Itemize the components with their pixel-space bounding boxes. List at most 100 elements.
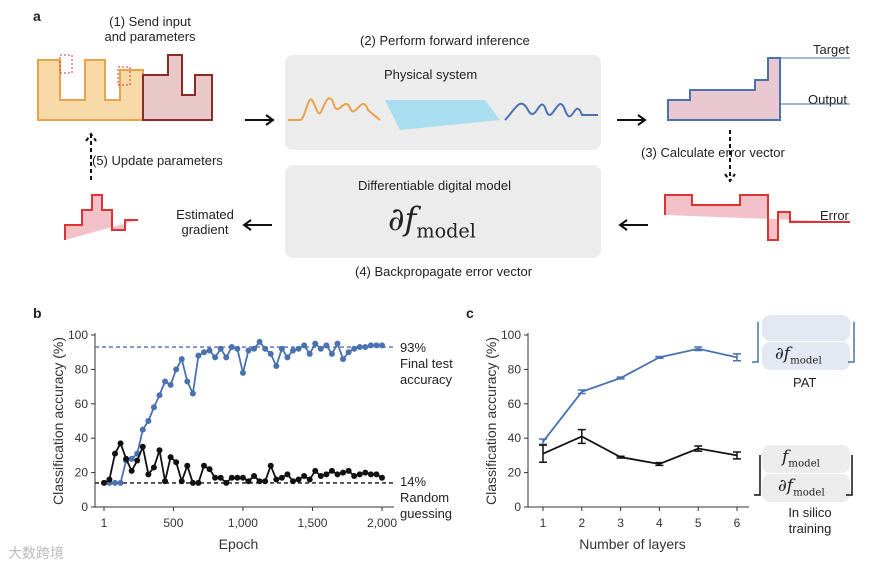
data-point [328,350,335,357]
output-label: Output [808,92,848,107]
data-point [340,356,347,363]
data-point [362,469,369,476]
panel-a-diagram [37,54,850,241]
x-tick-label: 1,000 [228,516,258,530]
y-tick-label: 80 [508,362,522,376]
insilico-forward-symbol: fmodel [782,447,820,470]
data-point [245,347,252,354]
data-point [295,345,302,352]
physical-output-wave [504,102,598,121]
y-tick-label: 20 [508,466,522,480]
step5-label: (5) Update parameters [92,153,223,168]
data-point [189,390,196,397]
x-tick-label: 4 [656,516,663,530]
data-point [340,469,347,476]
y-tick-label: 60 [75,397,89,411]
y-tick-label: 100 [501,328,521,342]
data-point [317,345,324,352]
forward-arrow-2 [617,114,647,126]
data-point [184,462,191,469]
x-tick-label: 1,500 [297,516,327,530]
data-point [101,479,107,486]
data-point [128,455,135,462]
y-tick-label: 60 [508,397,522,411]
error-bar [694,346,703,352]
error-bar [577,389,586,395]
digital-model-box [285,165,601,258]
error-signal [664,194,850,241]
data-point [167,381,174,388]
data-point [217,474,224,481]
pat-label: PAT [793,375,817,390]
data-point [200,349,207,356]
parameter-signal [142,54,213,121]
data-point [173,459,180,466]
x-tick-label: 2 [578,516,585,530]
data-point [123,455,130,462]
error-bar [655,461,664,467]
error-bar [655,355,664,359]
physical-system-crystal [385,100,500,130]
data-point [156,447,163,454]
y-tick-label: 80 [75,362,89,376]
data-point [239,369,246,376]
pat-physical-box [762,315,850,341]
data-point [212,354,219,361]
data-point [184,378,191,385]
data-point [256,338,263,345]
x-tick-label: 3 [617,516,624,530]
data-point [150,464,157,471]
error-bar [539,438,547,445]
data-point [284,354,291,361]
data-point [195,352,202,359]
data-point [356,471,363,478]
estimated-gradient-label: Estimated gradient [176,207,234,237]
data-point [134,457,141,464]
data-point [234,474,241,481]
y-tick-label: 0 [514,500,521,514]
data-point [284,471,291,478]
insilico-backward-symbol: ∂fmodel [778,476,825,499]
data-point [362,344,369,351]
data-point [334,471,341,478]
series-line [542,347,738,443]
update-arrow [85,132,97,180]
physical-system-label: Physical system [384,67,478,82]
physical-input-wave [288,97,381,121]
data-point [228,474,235,481]
data-point [256,478,263,485]
panel-c-label: c [466,305,474,321]
data-point [323,471,330,478]
error-bar [616,455,625,459]
data-point [206,466,213,473]
final-accuracy-annotation: 93% Final test accuracy [400,340,453,387]
error-bar [694,445,703,452]
data-point [195,479,202,486]
data-point [278,345,285,352]
data-point [145,471,152,478]
watermark: 大数跨境 [8,545,64,561]
step4-label: (4) Backpropagate error vector [355,264,533,279]
data-point [223,354,230,361]
data-point [223,479,230,486]
data-point [312,340,319,347]
data-point [367,342,374,349]
data-point [262,345,269,352]
y-tick-label: 40 [508,431,522,445]
data-point [345,467,352,474]
data-point [356,344,363,351]
y-axis-title: Classification accuracy (%) [483,337,499,505]
x-tick-label: 1 [540,516,547,530]
data-point [301,473,308,480]
data-point [212,474,219,481]
pat-model-box [762,342,850,370]
data-point [379,474,385,481]
x-axis-title: Number of layers [579,536,686,552]
data-point [145,418,152,424]
backward-arrow [618,219,648,231]
data-point [262,478,269,485]
data-point [373,342,380,349]
series-line [542,435,738,465]
data-point [156,392,163,399]
